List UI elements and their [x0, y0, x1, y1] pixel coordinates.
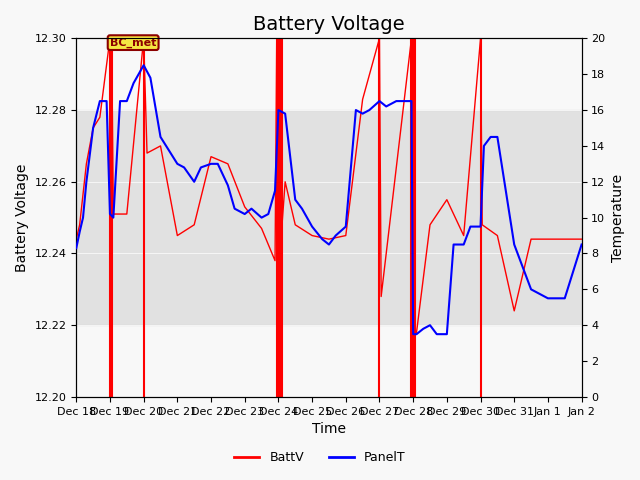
X-axis label: Time: Time [312, 422, 346, 436]
Text: BC_met: BC_met [110, 37, 156, 48]
Y-axis label: Battery Voltage: Battery Voltage [15, 164, 29, 272]
Y-axis label: Temperature: Temperature [611, 174, 625, 262]
Title: Battery Voltage: Battery Voltage [253, 15, 404, 34]
Bar [76, 110, 582, 325]
Legend: BattV, PanelT: BattV, PanelT [229, 446, 411, 469]
